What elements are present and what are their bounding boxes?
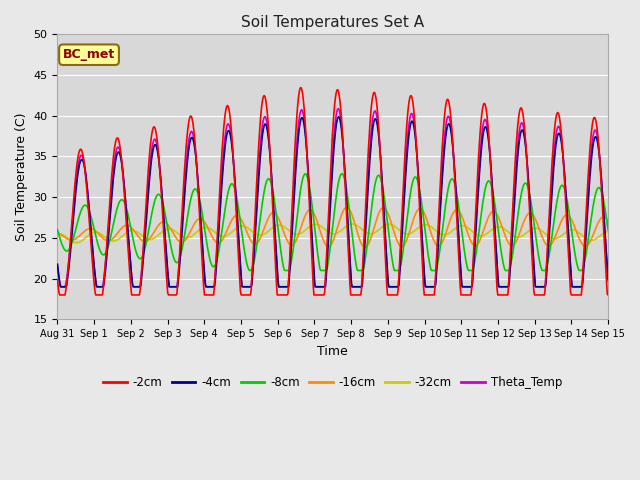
X-axis label: Time: Time bbox=[317, 345, 348, 358]
Text: BC_met: BC_met bbox=[63, 48, 115, 61]
Legend: -2cm, -4cm, -8cm, -16cm, -32cm, Theta_Temp: -2cm, -4cm, -8cm, -16cm, -32cm, Theta_Te… bbox=[99, 371, 567, 394]
Title: Soil Temperatures Set A: Soil Temperatures Set A bbox=[241, 15, 424, 30]
Y-axis label: Soil Temperature (C): Soil Temperature (C) bbox=[15, 112, 28, 241]
